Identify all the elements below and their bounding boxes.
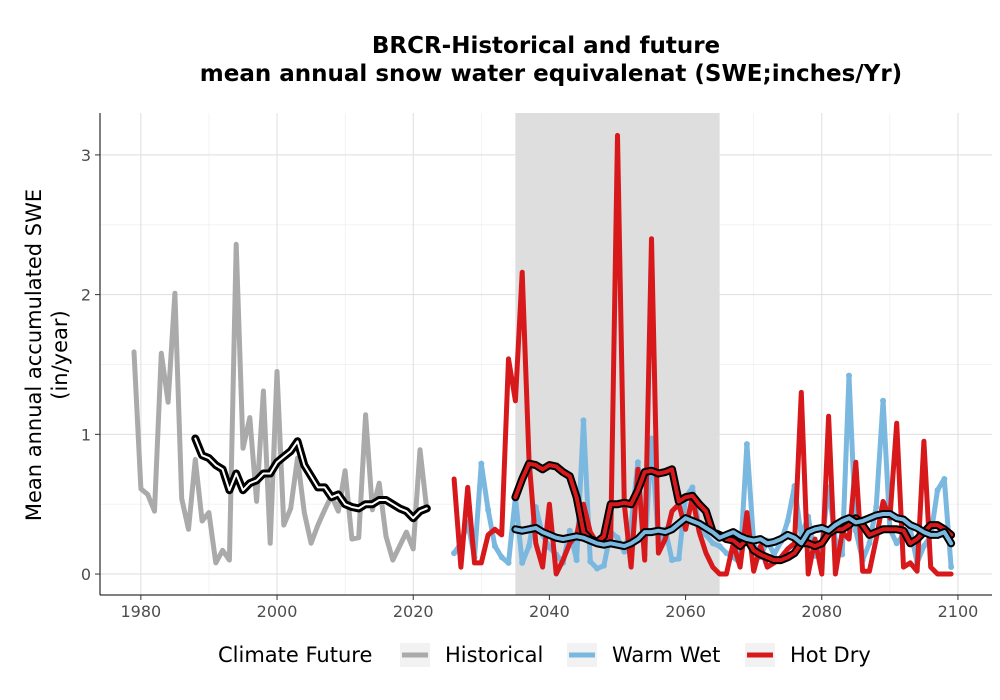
y-tick-label: 0 <box>81 565 91 584</box>
y-tick-label: 2 <box>81 286 91 305</box>
series-point-warm-wet <box>893 540 900 547</box>
series-point-warm-wet <box>451 550 458 557</box>
x-tick-label: 2000 <box>257 602 298 621</box>
series-point-warm-wet <box>566 527 573 534</box>
smooth-line-historical <box>194 437 428 520</box>
series-line-historical <box>131 241 430 566</box>
series-point-warm-wet <box>485 506 492 513</box>
series-point-warm-wet <box>784 517 791 524</box>
chart-title-line-1: BRCR-Historical and future <box>372 33 720 59</box>
series-point-warm-wet <box>880 397 887 404</box>
series-point-warm-wet <box>934 487 941 494</box>
y-tick-label: 3 <box>81 146 91 165</box>
series-point-warm-wet <box>689 484 696 491</box>
legend-label-historical: Historical <box>445 643 543 667</box>
y-axis-label-line-1: Mean annual accumulated SWE <box>22 189 46 521</box>
series-point-warm-wet <box>621 548 628 555</box>
y-axis-label-line-2: (in/year) <box>48 310 72 399</box>
plot-area <box>100 113 992 595</box>
series-point-warm-wet <box>498 554 505 561</box>
legend-label-warm-wet: Warm Wet <box>612 643 720 667</box>
series-point-warm-wet <box>519 559 526 566</box>
series-point-warm-wet <box>709 540 716 547</box>
series-point-warm-wet <box>525 543 532 550</box>
x-tick-label: 2080 <box>801 602 842 621</box>
series-point-warm-wet <box>668 557 675 564</box>
legend-title: Climate Future <box>218 643 372 667</box>
series-point-warm-wet <box>594 565 601 572</box>
x-tick-label: 2100 <box>938 602 979 621</box>
smooth-line-warm-wet <box>513 512 954 549</box>
x-tick-label: 2040 <box>529 602 570 621</box>
x-tick-label: 2060 <box>665 602 706 621</box>
series-point-warm-wet <box>478 460 485 467</box>
series-point-warm-wet <box>491 543 498 550</box>
legend: Climate Future Historical Warm Wet Hot D… <box>218 643 871 667</box>
y-axis-label: Mean annual accumulated SWE (in/year) <box>22 189 72 521</box>
series-point-warm-wet <box>743 441 750 448</box>
series-point-warm-wet <box>587 558 594 565</box>
series-point-warm-wet <box>723 550 730 557</box>
axes: 1980 2000 2020 2040 2060 2080 2100 0 1 2 3 <box>81 113 992 621</box>
series-point-warm-wet <box>873 503 880 510</box>
x-tick-label: 2020 <box>393 602 434 621</box>
series-point-warm-wet <box>941 476 948 483</box>
y-tick-label: 1 <box>81 425 91 444</box>
series-point-warm-wet <box>600 562 607 569</box>
series-point-warm-wet <box>580 417 587 424</box>
series-line-warm-wet <box>451 373 954 571</box>
series-line-hot-dry <box>451 132 954 577</box>
series-point-warm-wet <box>852 527 859 534</box>
series-point-warm-wet <box>546 544 553 551</box>
legend-label-hot-dry: Hot Dry <box>790 643 871 667</box>
series-point-warm-wet <box>866 540 873 547</box>
series-point-warm-wet <box>614 534 621 541</box>
series-point-warm-wet <box>675 555 682 562</box>
series-point-warm-wet <box>846 372 853 379</box>
series-point-warm-wet <box>948 564 955 571</box>
series-point-warm-wet <box>505 559 512 566</box>
x-tick-label: 1980 <box>120 602 161 621</box>
series-point-warm-wet <box>920 543 927 550</box>
series-point-warm-wet <box>573 557 580 564</box>
series-point-warm-wet <box>716 543 723 550</box>
chart-title: BRCR-Historical and future mean annual s… <box>200 33 902 87</box>
series-point-warm-wet <box>648 435 655 442</box>
chart-title-line-2: mean annual snow water equivalenat (SWE;… <box>200 61 902 87</box>
series-point-warm-wet <box>634 459 641 466</box>
